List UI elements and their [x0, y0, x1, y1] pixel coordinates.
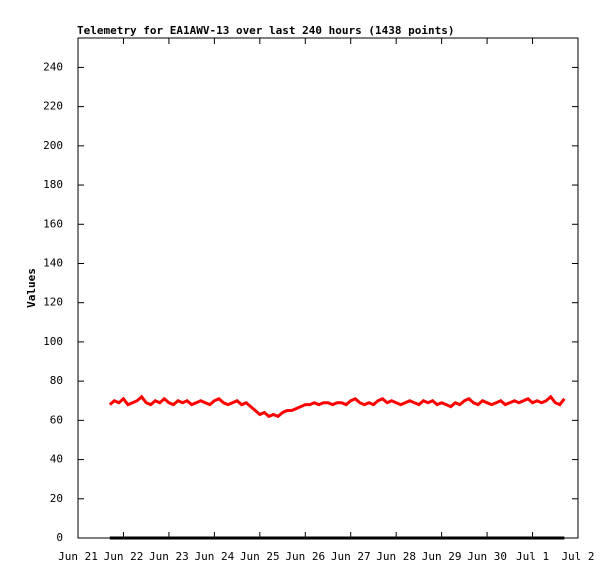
data-line: [108, 394, 566, 419]
y-axis-label: Values: [25, 268, 38, 308]
y-tick-label: 60: [50, 413, 63, 426]
x-tick-label: Jun 25: [240, 550, 280, 563]
x-tick-label: Jun 27: [331, 550, 371, 563]
y-tick-label: 220: [43, 100, 63, 113]
x-tick-label: Jun 30: [467, 550, 507, 563]
x-tick-label: Jul 2: [561, 550, 594, 563]
x-tick-label: Jun 22: [104, 550, 144, 563]
y-tick-label: 20: [50, 492, 63, 505]
x-tick-label: Jun 23: [149, 550, 189, 563]
y-tick-label: 120: [43, 296, 63, 309]
x-tick-label: Jun 28: [376, 550, 416, 563]
y-tick-label: 240: [43, 60, 63, 73]
x-tick-label: Jun 29: [422, 550, 462, 563]
y-tick-label: 100: [43, 335, 63, 348]
chart-title: Telemetry for EA1AWV-13 over last 240 ho…: [77, 24, 455, 37]
y-tick-label: 160: [43, 217, 63, 230]
x-tick-label: Jun 26: [285, 550, 325, 563]
y-tick-label: 40: [50, 453, 63, 466]
x-tick-label: Jun 24: [194, 550, 234, 563]
x-tick-label: Jul 1: [516, 550, 549, 563]
x-tick-label: Jun 21: [58, 550, 98, 563]
y-tick-label: 140: [43, 256, 63, 269]
y-tick-label: 180: [43, 178, 63, 191]
y-tick-label: 200: [43, 139, 63, 152]
y-tick-label: 80: [50, 374, 63, 387]
y-tick-label: 0: [56, 531, 63, 544]
